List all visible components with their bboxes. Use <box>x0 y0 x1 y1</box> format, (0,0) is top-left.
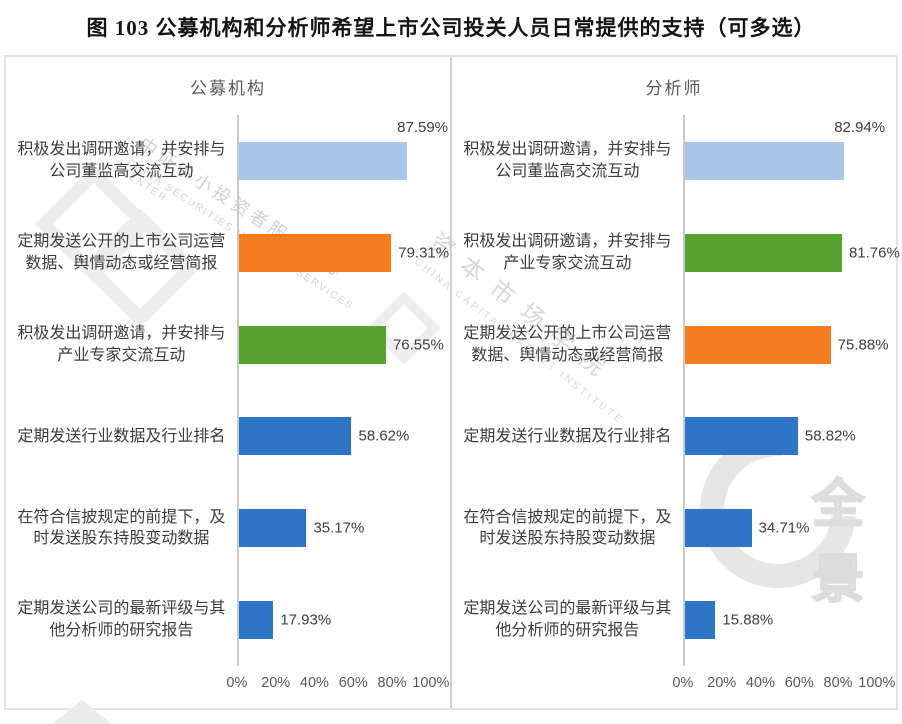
axis-tick-track: 0% 20% 40% 60% 80% 100% <box>672 666 896 708</box>
axis-tick: 60% <box>784 675 814 691</box>
figure-title: 图 103 公募机构和分析师希望上市公司投关人员日常提供的支持（可多选） <box>86 16 816 40</box>
bar-track: 58.82% <box>682 390 896 483</box>
bar-track: 15.88% <box>682 574 896 666</box>
bar-track: 76.55% <box>236 298 450 391</box>
bar-track: 34.71% <box>682 482 896 575</box>
category-label: 定期发送公开的上市公司运营数据、舆情动态或经营简报 <box>17 233 226 272</box>
bar <box>238 233 392 272</box>
axis-tick: 80% <box>823 675 853 691</box>
axis-spacer <box>6 666 237 708</box>
bar-value-label: 34.71% <box>758 519 810 537</box>
bar-row: 在符合信披规定的前提下，及时发送股东持股变动数据 35.17% <box>6 482 450 575</box>
bar-row: 积极发出调研邀请，并安排与产业专家交流互动 81.76% <box>452 206 900 299</box>
axis-tick: 100% <box>412 675 450 691</box>
bar-row: 在符合信披规定的前提下，及时发送股东持股变动数据 34.71% <box>452 482 896 575</box>
axis-tick-track: 0% 20% 40% 60% 80% 100% <box>226 666 450 708</box>
bar <box>684 233 842 272</box>
bar <box>238 601 274 640</box>
bar-track: 81.76% <box>682 206 900 299</box>
axis-tick: 0% <box>226 675 248 691</box>
category-label: 定期发送行业数据及行业排名 <box>463 427 672 445</box>
bar <box>684 509 752 548</box>
axis-tick: 20% <box>261 675 291 691</box>
bar-value-label: 15.88% <box>722 611 774 629</box>
axis-tick: 100% <box>858 675 896 691</box>
category-label: 积极发出调研邀请，并安排与公司董监高交流互动 <box>463 141 672 180</box>
bar-track: 58.62% <box>236 390 450 483</box>
axis-tick: 40% <box>745 675 775 691</box>
bar-row: 定期发送公司的最新评级与其他分析师的研究报告 15.88% <box>452 574 896 666</box>
category-label: 定期发送行业数据及行业排名 <box>17 427 226 445</box>
bar-track: 75.88% <box>682 298 896 391</box>
category-label: 在符合信披规定的前提下，及时发送股东持股变动数据 <box>17 508 226 548</box>
axis-spacer <box>452 666 683 708</box>
bar-track: 87.59% <box>236 115 450 207</box>
bar-value-label: 75.88% <box>837 336 889 354</box>
bar-row: 定期发送行业数据及行业排名 58.82% <box>452 390 896 483</box>
bar-row: 定期发送行业数据及行业排名 58.62% <box>6 390 450 483</box>
bar-value-label: 58.62% <box>358 427 410 445</box>
bar <box>238 509 307 548</box>
bar-track: 35.17% <box>236 482 450 575</box>
axis-tick: 40% <box>299 675 329 691</box>
bar-value-label: 58.82% <box>804 427 856 445</box>
category-label: 定期发送公司的最新评级与其他分析师的研究报告 <box>17 600 226 640</box>
bar-value-label: 35.17% <box>313 519 365 537</box>
category-label: 积极发出调研邀请，并安排与产业专家交流互动 <box>17 324 226 364</box>
bar-value-label: 17.93% <box>280 611 332 629</box>
chart-panels: 公募机构 积极发出调研邀请，并安排与公司董监高交流互动 87.59% 定期发送公… <box>4 55 900 710</box>
bar-value-label: 81.76% <box>848 244 900 262</box>
x-axis: 0% 20% 40% 60% 80% 100% <box>452 666 896 708</box>
bar-row: 积极发出调研邀请，并安排与公司董监高交流互动 82.94% <box>452 115 896 207</box>
bar-track: 82.94% <box>682 115 896 207</box>
axis-tick: 0% <box>672 675 694 691</box>
axis-tick: 80% <box>377 675 407 691</box>
bar <box>684 141 845 180</box>
bar <box>238 417 352 456</box>
bar <box>238 141 408 180</box>
panel-header: 分析师 <box>645 78 703 98</box>
bar-value-label: 82.94% <box>834 119 886 136</box>
bar-row: 积极发出调研邀请，并安排与公司董监高交流互动 87.59% <box>6 115 450 207</box>
axis-tick: 20% <box>707 675 737 691</box>
bar-value-label: 79.31% <box>398 244 450 262</box>
bar <box>238 325 386 364</box>
bar-track: 17.93% <box>236 574 450 666</box>
bar-rows: 积极发出调研邀请，并安排与公司董监高交流互动 87.59% 定期发送公开的上市公… <box>6 115 450 666</box>
bar <box>684 325 831 364</box>
bar-value-label: 87.59% <box>397 119 449 136</box>
category-label: 定期发送公司的最新评级与其他分析师的研究报告 <box>463 600 672 640</box>
panel-header: 公募机构 <box>190 78 266 98</box>
bar <box>684 601 716 640</box>
bar-track: 79.31% <box>236 206 450 299</box>
panel-analysts: 分析师 积极发出调研邀请，并安排与公司董监高交流互动 82.94% 积极发出调研… <box>452 57 900 708</box>
category-label: 定期发送公开的上市公司运营数据、舆情动态或经营简报 <box>463 324 672 364</box>
category-label: 积极发出调研邀请，并安排与产业专家交流互动 <box>463 233 672 272</box>
bar-row: 定期发送公司的最新评级与其他分析师的研究报告 17.93% <box>6 574 450 666</box>
category-label: 在符合信披规定的前提下，及时发送股东持股变动数据 <box>463 508 672 548</box>
bar-rows: 积极发出调研邀请，并安排与公司董监高交流互动 82.94% 积极发出调研邀请，并… <box>452 115 900 666</box>
bar <box>684 417 798 456</box>
axis-tick: 60% <box>338 675 368 691</box>
bar-row: 积极发出调研邀请，并安排与产业专家交流互动 76.55% <box>6 298 450 391</box>
bar-row: 定期发送公开的上市公司运营数据、舆情动态或经营简报 79.31% <box>6 206 450 299</box>
category-label: 积极发出调研邀请，并安排与公司董监高交流互动 <box>17 141 226 180</box>
panel-public-fund-institutions: 公募机构 积极发出调研邀请，并安排与公司董监高交流互动 87.59% 定期发送公… <box>6 57 452 708</box>
x-axis: 0% 20% 40% 60% 80% 100% <box>6 666 450 708</box>
bar-value-label: 76.55% <box>392 336 444 354</box>
bar-row: 定期发送公开的上市公司运营数据、舆情动态或经营简报 75.88% <box>452 298 896 391</box>
